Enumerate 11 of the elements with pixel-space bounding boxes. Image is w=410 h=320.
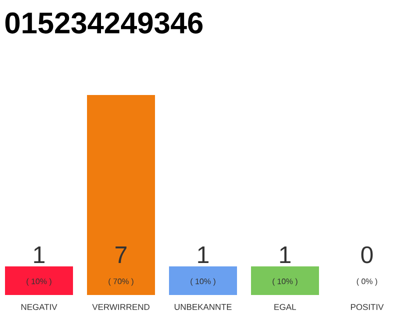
data-label: 1 xyxy=(280,246,290,263)
data-label: 1 xyxy=(34,246,44,263)
x-tick-label: VERWIRREND xyxy=(92,304,150,310)
data-label: 0 xyxy=(361,246,373,264)
chart-title: 015234249346 xyxy=(5,12,203,34)
x-tick-label: UNBEKANNTE xyxy=(174,304,232,310)
x-tick-label: POSITIV xyxy=(350,304,384,310)
data-label: 7 xyxy=(116,246,126,263)
x-tick-label: NEGATIV xyxy=(21,304,58,310)
data-label: 1 xyxy=(198,246,208,263)
x-tick-label: EGAL xyxy=(274,304,296,310)
